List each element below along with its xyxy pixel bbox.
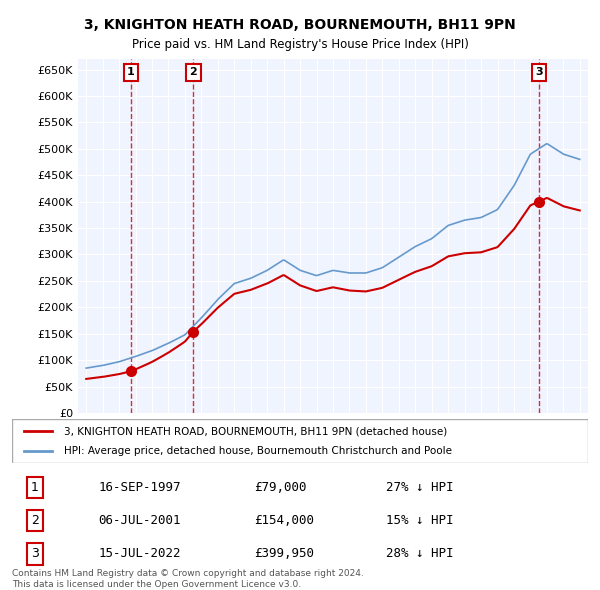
FancyBboxPatch shape xyxy=(12,419,588,463)
Text: 27% ↓ HPI: 27% ↓ HPI xyxy=(386,481,454,494)
Text: 2: 2 xyxy=(190,67,197,77)
Text: 1: 1 xyxy=(31,481,39,494)
Text: 15% ↓ HPI: 15% ↓ HPI xyxy=(386,514,454,527)
Text: £399,950: £399,950 xyxy=(254,547,314,560)
Text: HPI: Average price, detached house, Bournemouth Christchurch and Poole: HPI: Average price, detached house, Bour… xyxy=(64,446,452,455)
Text: 3, KNIGHTON HEATH ROAD, BOURNEMOUTH, BH11 9PN: 3, KNIGHTON HEATH ROAD, BOURNEMOUTH, BH1… xyxy=(84,18,516,32)
Text: 3: 3 xyxy=(31,547,39,560)
Text: £154,000: £154,000 xyxy=(254,514,314,527)
Text: Contains HM Land Registry data © Crown copyright and database right 2024.
This d: Contains HM Land Registry data © Crown c… xyxy=(12,569,364,589)
Text: 28% ↓ HPI: 28% ↓ HPI xyxy=(386,547,454,560)
Text: Price paid vs. HM Land Registry's House Price Index (HPI): Price paid vs. HM Land Registry's House … xyxy=(131,38,469,51)
Text: 2: 2 xyxy=(31,514,39,527)
Text: 15-JUL-2022: 15-JUL-2022 xyxy=(98,547,181,560)
Text: 1: 1 xyxy=(127,67,134,77)
Text: £79,000: £79,000 xyxy=(254,481,307,494)
Text: 16-SEP-1997: 16-SEP-1997 xyxy=(98,481,181,494)
Text: 06-JUL-2001: 06-JUL-2001 xyxy=(98,514,181,527)
Text: 3: 3 xyxy=(535,67,543,77)
Text: 3, KNIGHTON HEATH ROAD, BOURNEMOUTH, BH11 9PN (detached house): 3, KNIGHTON HEATH ROAD, BOURNEMOUTH, BH1… xyxy=(64,427,447,436)
